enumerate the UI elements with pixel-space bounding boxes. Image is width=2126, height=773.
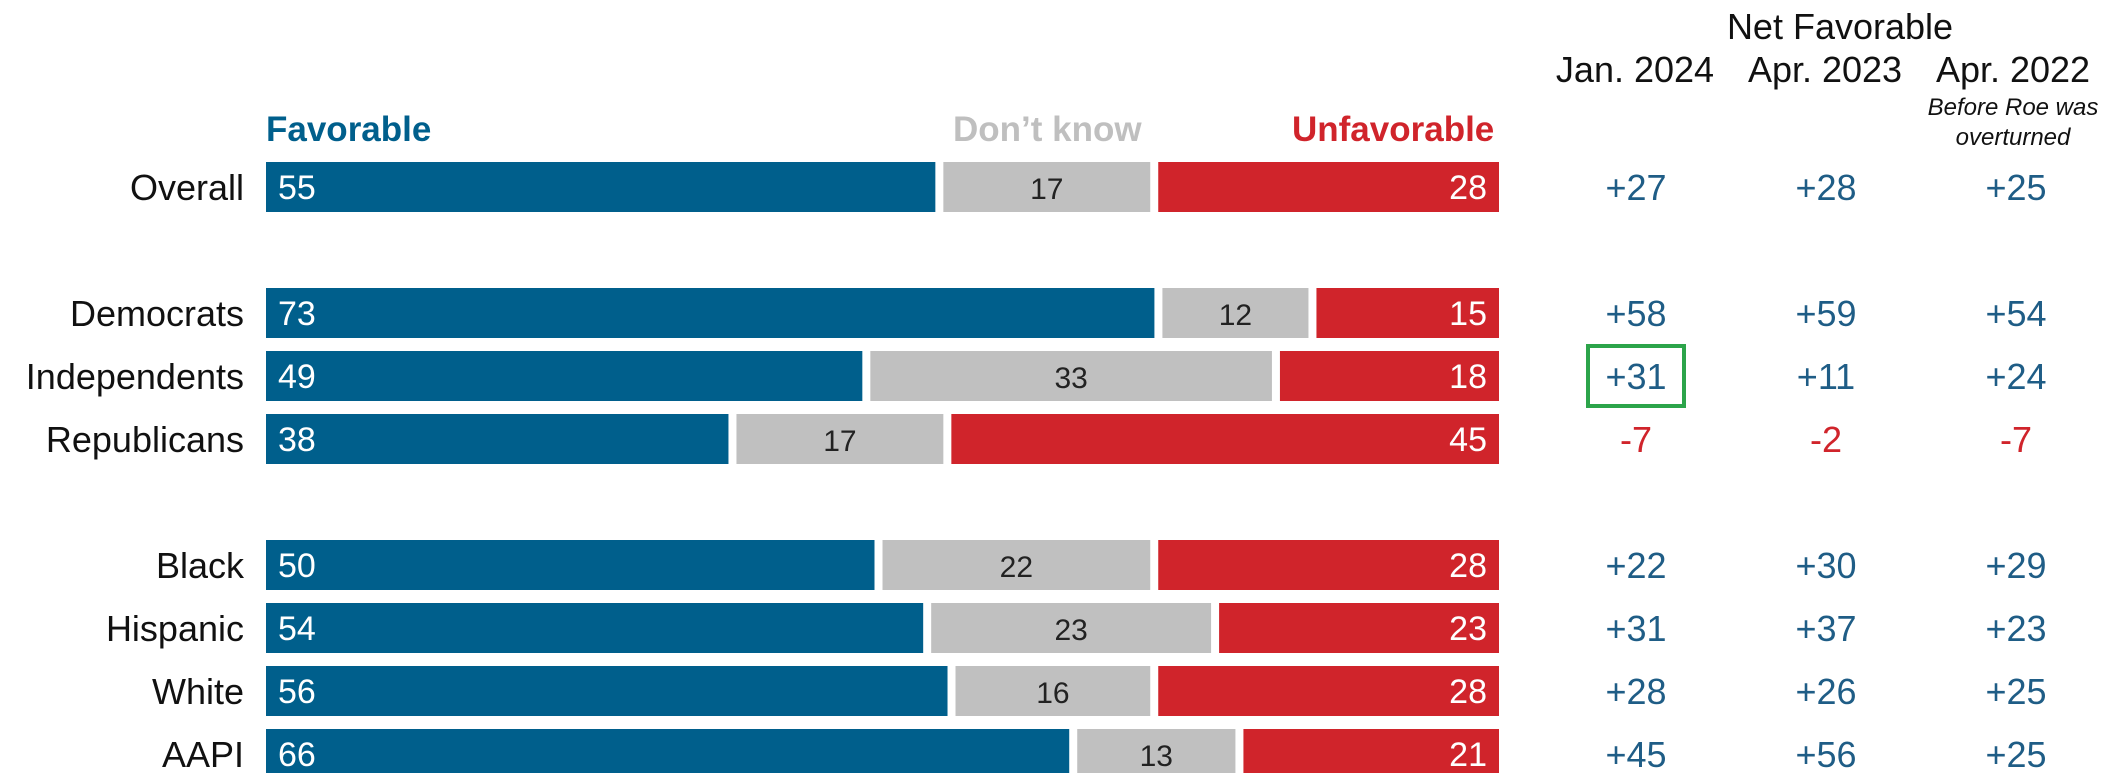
legend-dont-know: Don’t know [953,110,1142,149]
bar-label-unfavorable-hispanic: 23 [1449,610,1487,648]
bar-label-dont-know-aapi: 13 [1140,740,1173,773]
net-value-overall-apr-2023: +28 [1795,167,1856,208]
bar-label-unfavorable-republicans: 45 [1449,421,1487,459]
net-value-republicans-apr-2022: -7 [2000,419,2032,460]
net-value-democrats-apr-2022: +54 [1985,293,2046,334]
bar-dont-know-democrats [1162,288,1309,338]
net-value-aapi-apr-2022: +25 [1985,734,2046,773]
legend-favorable: Favorable [266,110,432,149]
net-col-header-apr-2023: Apr. 2023 [1747,49,1903,90]
net-value-republicans-apr-2023: -2 [1810,419,1842,460]
category-label-aapi: AAPI [162,734,244,773]
bar-label-dont-know-republicans: 17 [823,425,856,458]
bar-dont-know-white [955,666,1151,716]
category-label-independents: Independents [26,356,244,397]
bar-dont-know-overall [943,162,1151,212]
net-value-overall-apr-2022: +25 [1985,167,2046,208]
bar-label-dont-know-black: 22 [1000,551,1033,584]
net-value-aapi-apr-2023: +56 [1795,734,1856,773]
bar-dont-know-independents [870,351,1272,401]
bar-favorable-black [266,540,875,590]
net-value-republicans-jan-2024: -7 [1620,419,1652,460]
net-favorable-title: Net Favorable [1726,6,1954,47]
bar-label-dont-know-independents: 33 [1054,362,1087,395]
bar-label-favorable-democrats: 73 [278,295,316,333]
bar-label-unfavorable-independents: 18 [1449,358,1487,396]
bar-dont-know-black [882,540,1151,590]
net-value-democrats-apr-2023: +59 [1795,293,1856,334]
bar-label-favorable-aapi: 66 [278,736,316,773]
bar-label-favorable-overall: 55 [278,169,316,207]
bar-label-favorable-republicans: 38 [278,421,316,459]
bar-dont-know-aapi [1077,729,1236,773]
bar-label-favorable-white: 56 [278,673,316,711]
category-label-hispanic: Hispanic [106,608,244,649]
bar-unfavorable-white [1158,666,1499,716]
category-label-black: Black [156,545,245,586]
bar-favorable-aapi [266,729,1070,773]
net-value-independents-apr-2023: +11 [1797,356,1855,397]
bar-label-dont-know-democrats: 12 [1219,299,1252,332]
bar-label-unfavorable-democrats: 15 [1449,295,1487,333]
bar-unfavorable-overall [1158,162,1499,212]
bar-label-favorable-black: 50 [278,547,316,585]
net-value-aapi-jan-2024: +45 [1605,734,1666,773]
bar-favorable-democrats [266,288,1155,338]
bar-label-dont-know-overall: 17 [1030,173,1063,206]
bar-label-unfavorable-aapi: 21 [1449,736,1487,773]
bar-unfavorable-aapi [1243,729,1499,773]
net-value-hispanic-apr-2023: +37 [1795,608,1856,649]
bar-unfavorable-hispanic [1219,603,1499,653]
net-col-note-line2: overturned [1955,124,2071,151]
bar-dont-know-hispanic [931,603,1212,653]
bar-label-unfavorable-white: 28 [1449,673,1487,711]
bar-unfavorable-independents [1279,351,1499,401]
bar-favorable-independents [266,351,863,401]
legend-unfavorable: Unfavorable [1292,110,1495,149]
category-label-democrats: Democrats [70,293,244,334]
net-value-black-jan-2024: +22 [1605,545,1666,586]
bar-label-unfavorable-black: 28 [1449,547,1487,585]
bar-unfavorable-republicans [951,414,1499,464]
net-value-white-apr-2023: +26 [1795,671,1856,712]
category-label-republicans: Republicans [46,419,244,460]
net-value-black-apr-2022: +29 [1985,545,2046,586]
bar-label-favorable-hispanic: 54 [278,610,316,648]
net-value-black-apr-2023: +30 [1795,545,1856,586]
bar-favorable-hispanic [266,603,924,653]
net-value-white-apr-2022: +25 [1985,671,2046,712]
net-col-note-line1: Before Roe was [1927,94,2099,121]
net-value-overall-jan-2024: +27 [1605,167,1666,208]
bar-label-dont-know-hispanic: 23 [1054,614,1087,647]
net-value-independents-apr-2022: +24 [1985,356,2046,397]
bar-unfavorable-black [1158,540,1499,590]
net-value-democrats-jan-2024: +58 [1605,293,1666,334]
bar-label-favorable-independents: 49 [278,358,316,396]
highlight-box [1586,344,1686,408]
net-value-hispanic-jan-2024: +31 [1605,608,1666,649]
bar-label-unfavorable-overall: 28 [1449,169,1487,207]
net-col-header-jan-2024: Jan. 2024 [1555,49,1715,90]
net-value-independents-jan-2024: +31 [1605,356,1666,397]
bar-label-dont-know-white: 16 [1036,677,1069,710]
net-col-header-apr-2022: Apr. 2022 [1935,49,2091,90]
bar-dont-know-republicans [736,414,944,464]
net-value-hispanic-apr-2022: +23 [1985,608,2046,649]
bar-favorable-republicans [266,414,729,464]
net-value-white-jan-2024: +28 [1605,671,1666,712]
category-label-white: White [152,671,244,712]
bar-favorable-overall [266,162,936,212]
bar-unfavorable-democrats [1316,288,1499,338]
category-label-overall: Overall [130,167,244,208]
bar-favorable-white [266,666,948,716]
